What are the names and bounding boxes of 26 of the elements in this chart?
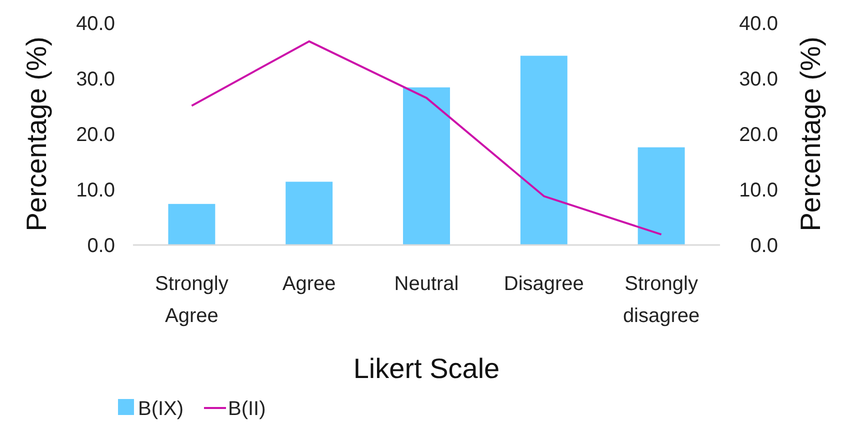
x-tick-label: Strongly disagree [622,273,700,327]
y2-tick-label: 30.0 [739,68,778,90]
y-tick-label: 0.0 [87,235,115,257]
x-tick-label: Strongly Agree [155,273,228,327]
y2-tick-label: 0.0 [750,235,778,257]
y-tick-label: 10.0 [76,180,115,202]
y-tick-label: 30.0 [76,68,115,90]
x-tick-label: Disagree [504,273,584,295]
y-axis-title: Percentage (%) [21,36,52,232]
bar [286,182,333,245]
x-tick-label: Neutral [394,273,459,295]
y2-axis-title: Percentage (%) [795,36,826,232]
y-tick-label: 40.0 [76,13,115,35]
bar [403,87,450,245]
y2-tick-label: 20.0 [739,124,778,146]
legend-label: B(IX) [138,398,184,420]
y2-tick-label: 10.0 [739,180,778,202]
x-axis-title: Likert Scale [353,353,500,384]
bar [638,147,685,245]
bar [168,204,216,245]
x-tick-label: Agree [282,273,336,295]
legend-label: B(II) [228,398,266,420]
bar [520,56,568,245]
y2-tick-label: 40.0 [739,13,778,35]
y-tick-label: 20.0 [76,124,115,146]
line-series [190,40,662,236]
